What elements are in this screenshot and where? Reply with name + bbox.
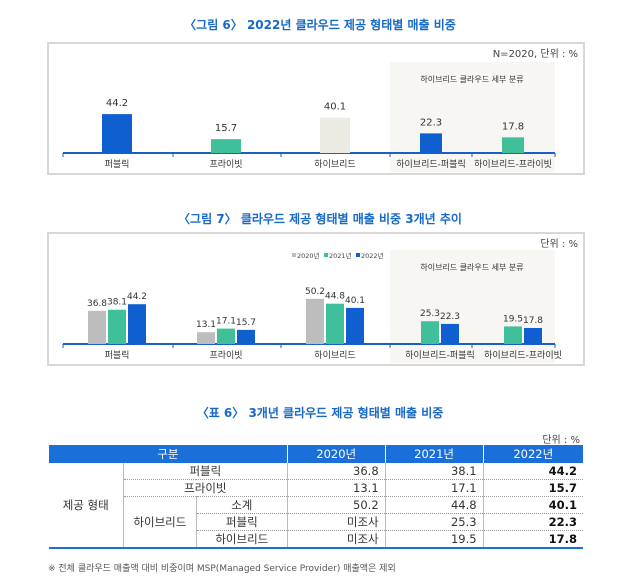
legend-label: 2022년 (361, 251, 384, 260)
row-label: 하이브리드 (195, 530, 288, 549)
header-category: 구분 (48, 445, 288, 463)
bar (108, 309, 126, 344)
header-2021: 2021년 (384, 445, 484, 463)
group-label: 제공 형태 (48, 463, 124, 549)
data-label: 50.2 (305, 287, 325, 297)
data-label: 22.3 (420, 117, 442, 128)
cell: 미조사 (286, 513, 386, 531)
cell: 40.1 (482, 496, 583, 514)
x-tick-label: 하이브리드-퍼블릭 (396, 158, 466, 170)
bar (102, 114, 132, 153)
x-tick-label: 하이브리드 (314, 350, 355, 361)
figure7-chart: 하이브리드 클라우드 세부 분류 단위 : % 퍼블릭 프라이빗 하이브리드 하이브리드-… (47, 232, 585, 366)
cell: 17.8 (482, 530, 583, 549)
data-label: 36.8 (87, 299, 107, 309)
row-label: 퍼블릭 (122, 463, 288, 480)
bar (346, 307, 364, 344)
cell: 36.8 (286, 463, 386, 480)
figure6-title: 〈그림 6〉 2022년 클라우드 제공 형태별 매출 비중 (184, 18, 456, 32)
bar (524, 327, 542, 344)
header-2020: 2020년 (286, 445, 386, 463)
legend-label: 2020년 (297, 251, 320, 260)
data-label: 13.1 (196, 320, 216, 330)
cell: 22.3 (482, 513, 583, 531)
data-label: 25.3 (420, 309, 440, 319)
footnote: ※ 전체 클라우드 매출액 대비 비중이며 MSP(Managed Servic… (48, 564, 396, 574)
hybrid-detail-label: 하이브리드 클라우드 세부 분류 (420, 262, 523, 272)
legend-swatch (292, 253, 296, 257)
table-header: 구분 2020년 2021년 2022년 (48, 445, 583, 463)
table-row: 하이브리드 미조사 19.5 17.8 (49, 530, 583, 549)
data-label: 44.8 (325, 292, 345, 302)
hybrid-label: 하이브리드 (122, 496, 197, 549)
data-label: 17.8 (523, 316, 543, 326)
bar (197, 332, 215, 344)
bar (502, 137, 524, 153)
bar (441, 323, 459, 344)
figure6-chart: 하이브리드 클라우드 세부 분류 N=2020, 단위 : % 퍼블릭 프라이빗 하이브… (47, 42, 585, 175)
table-row: 하이브리드 소계 50.2 44.8 40.1 (49, 496, 583, 549)
x-tick-label: 하이브리드-프라이빗 (474, 159, 552, 170)
cell: 50.2 (286, 496, 386, 514)
cell: 44.2 (482, 463, 583, 480)
data-label: 40.1 (345, 296, 365, 306)
bar (326, 303, 344, 344)
row-label: 소계 (195, 496, 288, 514)
table-row: 퍼블릭 미조사 25.3 22.3 (49, 513, 583, 531)
cell: 38.1 (384, 463, 484, 480)
unit-note: N=2020, 단위 : % (493, 47, 578, 60)
x-tick-label: 하이브리드-퍼블릭 (405, 349, 475, 361)
legend-label: 2021년 (329, 251, 352, 260)
row-label: 프라이빗 (122, 479, 288, 497)
figure7-title: 〈그림 7〉 클라우드 제공 형태별 매출 비중 3개년 추이 (178, 212, 462, 226)
data-table: 구분 2020년 2021년 2022년 제공 형태 퍼블릭 36.8 38.1… (48, 445, 583, 549)
data-label: 15.7 (215, 123, 237, 134)
bar (306, 298, 324, 344)
bar (88, 310, 106, 344)
row-label: 퍼블릭 (195, 513, 288, 531)
cell: 17.1 (384, 479, 484, 497)
header-2022: 2022년 (482, 445, 583, 463)
data-label: 19.5 (503, 314, 523, 324)
x-tick-label: 하이브리드 (314, 159, 355, 170)
bar (128, 304, 146, 344)
table-row: 프라이빗 13.1 17.1 15.7 (49, 479, 583, 497)
bar (320, 117, 350, 153)
x-tick-label: 프라이빗 (209, 159, 242, 170)
table-unit: 단위 : % (542, 435, 580, 446)
table-row: 제공 형태 퍼블릭 36.8 38.1 44.2 (48, 463, 583, 549)
bar (420, 133, 442, 153)
data-label: 17.8 (502, 121, 524, 132)
bar (237, 329, 255, 344)
bar (421, 321, 439, 344)
data-label: 40.1 (324, 102, 346, 113)
data-label: 22.3 (440, 312, 460, 322)
data-label: 17.1 (216, 317, 236, 327)
cell: 44.8 (384, 496, 484, 514)
cell: 25.3 (384, 513, 484, 531)
data-label: 38.1 (107, 298, 127, 308)
x-tick-label: 프라이빗 (209, 350, 242, 361)
cell: 미조사 (286, 530, 386, 549)
legend-swatch (356, 253, 360, 257)
bar (211, 139, 241, 153)
cell: 15.7 (482, 479, 583, 497)
cell: 13.1 (286, 479, 386, 497)
bar (217, 328, 235, 344)
unit-note: 단위 : % (540, 237, 578, 250)
table6-title: 〈표 6〉 3개년 클라우드 제공 형태별 매출 비중 (196, 406, 444, 420)
cell: 19.5 (384, 530, 484, 549)
data-label: 15.7 (236, 318, 256, 328)
x-tick-label: 퍼블릭 (105, 349, 130, 361)
bar (504, 326, 522, 344)
hybrid-detail-label: 하이브리드 클라우드 세부 분류 (420, 74, 523, 84)
data-label: 44.2 (127, 292, 147, 302)
legend-swatch (324, 253, 328, 257)
data-label: 44.2 (106, 98, 128, 109)
x-tick-label: 하이브리드-프라이빗 (484, 350, 562, 361)
x-tick-label: 퍼블릭 (105, 158, 130, 170)
